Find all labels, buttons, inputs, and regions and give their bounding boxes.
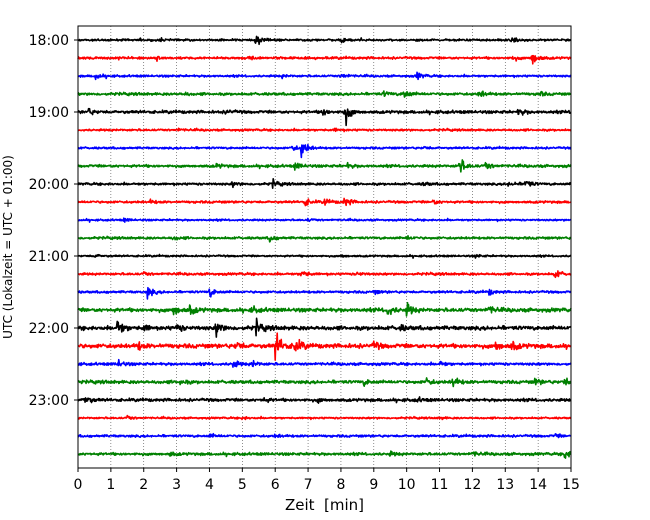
x-tick-label: 6 xyxy=(271,477,280,493)
x-tick-label: 0 xyxy=(74,477,83,493)
seismic-trace xyxy=(77,253,572,259)
y-tick-label: 19:00 xyxy=(29,105,69,121)
seismic-trace xyxy=(77,270,572,279)
seismic-trace xyxy=(77,432,572,439)
seismic-trace xyxy=(77,317,572,338)
x-tick-label: 4 xyxy=(205,477,214,493)
x-tick-label: 10 xyxy=(398,477,416,493)
seismic-trace xyxy=(77,235,572,243)
seismic-trace xyxy=(77,54,572,65)
x-tick-label: 5 xyxy=(238,477,247,493)
x-tick-label: 14 xyxy=(529,477,547,493)
seismic-trace xyxy=(77,450,572,459)
x-tick-label: 7 xyxy=(304,477,313,493)
y-tick-label: 20:00 xyxy=(29,177,69,193)
plot-frame xyxy=(77,25,572,469)
seismic-trace xyxy=(77,90,572,98)
seismic-trace xyxy=(77,396,572,404)
seismic-trace xyxy=(77,217,572,223)
seismic-trace xyxy=(77,178,572,189)
trace-group xyxy=(77,35,572,459)
x-tick-label: 1 xyxy=(106,477,115,493)
seismic-trace xyxy=(77,71,572,81)
x-tick-label: 13 xyxy=(496,477,514,493)
seismic-trace xyxy=(77,414,572,421)
x-tick-label: 8 xyxy=(336,477,345,493)
seismic-trace xyxy=(77,377,572,388)
seismic-trace xyxy=(77,332,572,361)
y-axis-title: UTC (Lokalzeit = UTC + 01:00) xyxy=(1,155,15,339)
x-tick-label: 2 xyxy=(139,477,148,493)
x-tick-label: 3 xyxy=(172,477,181,493)
x-tick-label: 11 xyxy=(431,477,449,493)
y-tick-label: 22:00 xyxy=(29,321,69,337)
seismic-trace xyxy=(77,143,572,159)
seismic-trace xyxy=(77,107,572,127)
y-tick-label: 23:00 xyxy=(29,393,69,409)
plot-background xyxy=(78,26,571,468)
x-tick-label: 9 xyxy=(369,477,378,493)
seismic-trace xyxy=(77,197,572,207)
seismic-trace xyxy=(77,127,572,133)
seismic-trace xyxy=(77,35,572,46)
y-tick-label: 18:00 xyxy=(29,33,69,49)
x-tick-label: 15 xyxy=(562,477,580,493)
seismic-trace xyxy=(77,286,572,300)
seismic-trace xyxy=(77,301,572,317)
x-axis: 0 1 2 3 4 5 6 7 8 9 10 11 12 13 14 15 xyxy=(74,468,580,493)
x-tick-label: 12 xyxy=(463,477,481,493)
seismic-trace xyxy=(77,159,572,173)
y-tick-label: 21:00 xyxy=(29,249,69,265)
x-axis-title: Zeit [min] xyxy=(285,496,364,514)
y-axis: 18:00 19:00 20:00 21:00 22:00 23:00 xyxy=(29,33,78,409)
seismic-trace xyxy=(77,358,572,368)
